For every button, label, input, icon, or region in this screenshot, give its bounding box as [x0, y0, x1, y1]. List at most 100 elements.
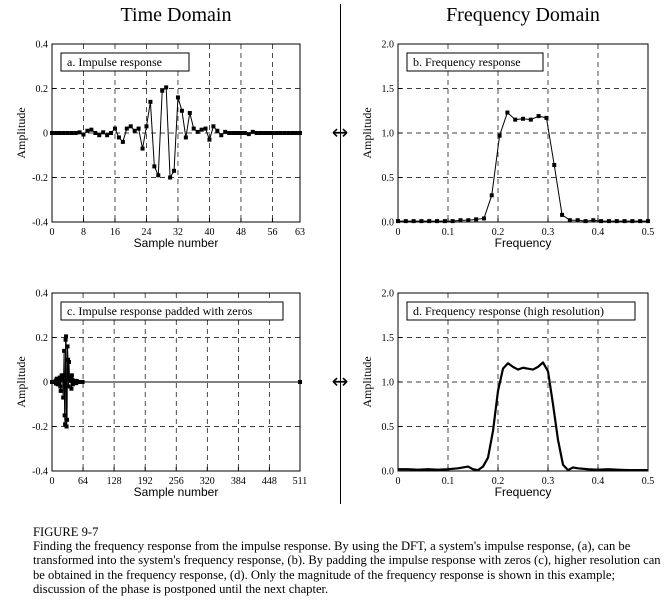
y-tick-label: 0.5: [382, 422, 395, 433]
data-point: [411, 219, 416, 224]
plot-frame: [51, 43, 301, 223]
data-point: [450, 219, 455, 224]
data-point: [66, 359, 71, 364]
x-axis-label: Sample number: [134, 236, 219, 250]
y-tick-label: 1.5: [382, 84, 395, 95]
time-domain-heading: Time Domain: [120, 4, 232, 26]
plot-frame: [397, 43, 649, 223]
chart-c: 0 64 128 192 256 320 384 448 511 -0.4 -0.2 0 0.2 0.4 S…: [14, 289, 307, 500]
domain-divider: [340, 4, 341, 504]
data-point: [124, 126, 129, 131]
data-point: [64, 424, 69, 429]
data-point: [81, 132, 86, 137]
y-axis-label: Amplitude: [360, 356, 374, 407]
x-axis-label: Frequency: [495, 236, 552, 250]
data-point: [128, 124, 133, 129]
data-point: [85, 128, 90, 133]
y-tick-label: 1.5: [382, 333, 395, 344]
data-point: [105, 133, 110, 138]
figure-charts: 0 8 16 24 32 40 48 56 63 -0.4 -0.2 0 0.2 0.4 Sample nu…: [14, 40, 654, 500]
data-point: [57, 380, 62, 384]
data-point: [513, 117, 518, 122]
data-point: [466, 218, 471, 223]
data-point: [290, 131, 295, 135]
data-point: [215, 128, 220, 133]
y-tick-label: -0.2: [32, 422, 48, 433]
data-point: [258, 131, 263, 135]
data-point: [270, 131, 275, 135]
data-point: [120, 139, 125, 144]
data-point: [207, 137, 212, 142]
y-tick-label: 0.0: [382, 218, 395, 229]
data-point: [211, 124, 216, 129]
data-point: [57, 131, 62, 135]
x-tick-label: 0.3: [542, 476, 555, 487]
y-tick-label: 0.4: [36, 289, 49, 300]
data-point: [69, 373, 74, 378]
data-point: [61, 131, 66, 135]
chart-title: a. Impulse response: [67, 55, 162, 69]
y-tick-label: 1.0: [382, 129, 395, 140]
data-point: [403, 219, 408, 224]
transform-arrow-icon: ↔: [332, 120, 349, 144]
y-axis-label: Amplitude: [360, 107, 374, 158]
data-point: [53, 131, 58, 135]
plot-frame: [397, 292, 649, 472]
y-tick-label: 0.2: [36, 333, 49, 344]
x-tick-label: 448: [262, 476, 277, 487]
data-point: [60, 377, 65, 382]
data-point: [567, 218, 572, 223]
data-point: [419, 219, 424, 224]
x-tick-label: 0.2: [492, 476, 505, 487]
data-point: [58, 388, 63, 393]
data-point: [489, 193, 494, 198]
x-tick-label: 0: [50, 476, 55, 487]
y-axis-label: Amplitude: [14, 107, 28, 158]
data-point: [599, 219, 604, 224]
data-point: [442, 219, 447, 224]
x-tick-label: 0.2: [492, 227, 505, 238]
data-point: [54, 376, 59, 381]
y-tick-label: -0.2: [32, 173, 48, 184]
x-tick-label: 128: [107, 476, 122, 487]
data-point: [481, 216, 486, 221]
x-axis-label: Frequency: [495, 485, 552, 499]
data-point: [528, 117, 533, 122]
plot-frame: [51, 292, 301, 472]
y-tick-label: 0.2: [36, 84, 49, 95]
x-tick-label: 0.4: [592, 476, 605, 487]
x-tick-label: 0.1: [442, 476, 455, 487]
data-point: [227, 131, 232, 135]
x-tick-label: 0: [50, 227, 55, 238]
data-point: [614, 219, 619, 224]
data-point: [65, 131, 70, 135]
data-point: [179, 108, 184, 113]
data-point: [638, 219, 643, 224]
x-tick-label: 511: [293, 476, 308, 487]
data-point: [544, 115, 549, 120]
data-point: [152, 164, 157, 169]
data-point: [223, 129, 228, 134]
data-point: [242, 131, 247, 135]
data-point: [65, 344, 70, 349]
data-point: [195, 129, 200, 134]
data-point: [505, 110, 510, 115]
data-point: [552, 163, 557, 168]
data-point: [199, 127, 204, 132]
chart-b: 0 0.1 0.2 0.3 0.4 0.5 0.0 0.5 1.0 1.5 2.0 Frequency…: [360, 40, 654, 251]
x-tick-label: 0: [396, 476, 401, 487]
data-point: [262, 131, 267, 135]
x-tick-label: 0.1: [442, 227, 455, 238]
y-tick-label: -0.4: [32, 218, 48, 229]
data-point: [231, 131, 236, 135]
data-point: [521, 116, 525, 121]
data-point: [560, 212, 565, 217]
data-point: [458, 218, 463, 223]
data-point: [56, 382, 61, 387]
figure-caption: FIGURE 9-7 Finding the frequency respons…: [33, 525, 663, 596]
data-point: [427, 219, 432, 224]
data-point: [93, 131, 98, 135]
data-point: [112, 126, 117, 131]
data-point: [97, 133, 102, 138]
data-point: [156, 173, 161, 178]
